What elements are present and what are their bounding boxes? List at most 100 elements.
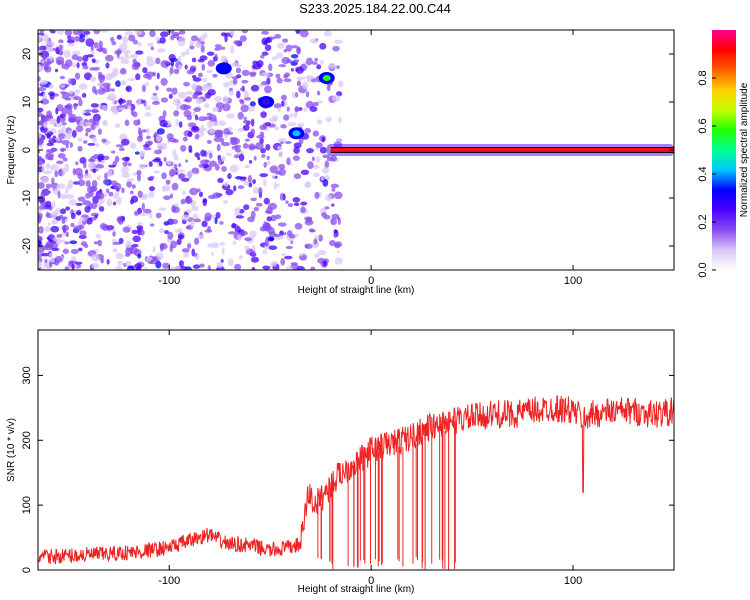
spectrogram-noise-blob xyxy=(265,143,271,151)
spectrogram-noise-blob xyxy=(326,84,331,92)
spectrogram-noise-blob xyxy=(267,236,275,242)
spectrogram-noise-blob xyxy=(120,138,130,146)
spectrogram-noise-blob xyxy=(48,252,54,257)
spectrogram-noise-blob xyxy=(85,180,91,187)
spectrogram-noise-blob xyxy=(78,179,86,187)
spectrogram-noise-blob xyxy=(112,231,116,237)
spectrogram-noise-blob xyxy=(51,220,55,225)
spectrogram-noise-blob xyxy=(77,137,83,142)
spectrogram-noise-blob xyxy=(132,39,138,45)
spectrogram-noise-blob xyxy=(51,177,55,185)
spectrogram-noise-blob xyxy=(97,45,104,53)
spectrogram-noise-blob xyxy=(163,156,167,162)
spectrogram-noise-blob xyxy=(331,203,335,207)
spectrogram-noise-blob xyxy=(330,183,339,188)
spectrogram-noise-blob xyxy=(155,57,161,65)
spectrogram-noise-blob xyxy=(294,222,303,230)
spectrogram-noise-blob xyxy=(38,87,47,92)
spectrogram-noise-blob xyxy=(48,84,54,89)
spectrogram-noise-blob xyxy=(319,42,327,50)
spectrogram-noise-blob xyxy=(85,127,92,133)
spectrogram-noise-blob xyxy=(102,82,111,87)
spectrogram-noise-blob xyxy=(182,190,186,196)
spectrogram-noise-blob xyxy=(121,156,130,161)
spectrogram-noise-blob xyxy=(55,47,60,55)
spectrogram-noise-blob xyxy=(164,230,170,235)
spectrogram-noise-blob xyxy=(95,164,105,169)
colorbar-tick-label: 0.8 xyxy=(697,70,709,85)
spectrogram-noise-blob xyxy=(85,121,92,127)
spectrogram-noise-blob xyxy=(226,113,235,119)
spectrogram-noise-blob xyxy=(131,229,138,235)
spectrogram-noise-blob xyxy=(261,51,269,56)
spectrogram-noise-blob xyxy=(214,164,220,171)
spectrogram-noise-blob xyxy=(62,248,69,254)
spectrogram-noise-blob xyxy=(70,222,75,228)
spectrogram-noise-blob xyxy=(222,199,229,204)
spectrogram-noise-blob xyxy=(296,47,301,55)
spectrogram-noise-blob xyxy=(259,124,267,131)
spectrogram-noise-blob xyxy=(118,147,125,152)
spectrogram-noise-blob xyxy=(100,257,104,264)
spectrogram-noise-blob xyxy=(103,155,110,161)
spectrogram-noise-blob xyxy=(117,260,124,266)
spectrogram-noise-blob xyxy=(305,75,315,80)
spectrogram-noise-blob xyxy=(193,107,201,113)
spectrogram-noise-blob xyxy=(291,45,298,49)
spectrogram-noise-blob xyxy=(207,265,211,270)
spectrogram-noise-blob xyxy=(38,65,44,72)
spectrogram-noise-blob xyxy=(193,218,202,223)
spectrogram-noise-blob xyxy=(38,260,42,267)
spectrogram-noise-blob xyxy=(206,120,213,129)
spectrogram-noise-blob xyxy=(113,195,117,199)
spectrogram-noise-blob xyxy=(46,142,54,147)
spectrogram-noise-blob xyxy=(47,149,55,154)
spectrogram-noise-blob xyxy=(129,190,134,195)
spectrogram-noise-blob xyxy=(292,197,301,203)
spectrogram-noise-blob xyxy=(186,170,194,178)
spectrogram-noise-blob xyxy=(162,262,171,269)
spectrogram-noise-blob xyxy=(201,77,208,83)
spectrogram-noise-blob xyxy=(56,115,61,124)
spectrogram-noise-blob xyxy=(319,60,324,65)
spectrogram-noise-blob xyxy=(262,265,271,270)
spectrogram-noise-blob xyxy=(277,222,287,227)
spectrogram-noise-blob xyxy=(155,134,162,142)
x-tick-label: 100 xyxy=(564,275,582,287)
spectrogram-noise-blob xyxy=(69,142,74,148)
spectrogram-noise-blob xyxy=(204,116,214,121)
spectrogram-noise-blob xyxy=(65,231,69,238)
spectrogram-noise-blob xyxy=(224,133,228,139)
spectrogram-noise-blob xyxy=(199,34,206,43)
spectrogram-noise-blob xyxy=(256,60,264,68)
spectrogram-noise-blob xyxy=(72,30,80,36)
spectrogram-noise-blob xyxy=(180,266,187,270)
spectrogram-noise-blob xyxy=(97,239,102,247)
spectrogram-noise-blob xyxy=(145,71,155,78)
spectrogram-noise-blob xyxy=(311,61,318,65)
spectrogram-noise-blob xyxy=(89,76,97,82)
spectrogram-noise-blob xyxy=(94,89,98,96)
spectrogram-noise-blob xyxy=(208,128,216,134)
spectrogram-noise-blob xyxy=(122,50,132,55)
spectrogram-noise-blob xyxy=(177,91,187,99)
spectrogram-noise-blob xyxy=(76,62,80,69)
spectrogram-noise-blob xyxy=(47,259,55,264)
spectrogram-noise-blob xyxy=(218,120,226,127)
spectrogram-noise-blob xyxy=(336,65,340,69)
spectrogram-noise-blob xyxy=(241,176,247,180)
spectrogram-noise-blob xyxy=(84,243,89,249)
spectrogram-noise-blob xyxy=(322,166,330,174)
spectrogram-noise-blob xyxy=(183,110,192,118)
spectrogram-noise-blob xyxy=(83,173,92,179)
spectrogram-noise-blob xyxy=(208,152,213,159)
spectrogram-noise-blob xyxy=(82,200,92,206)
spectrogram-noise-blob xyxy=(237,234,242,242)
spectrogram-noise-blob xyxy=(314,235,320,239)
spectrogram-noise-blob xyxy=(294,107,301,112)
spectrogram-noise-blob xyxy=(256,134,265,139)
spectrogram-noise-blob xyxy=(77,145,83,152)
spectrogram-noise-blob xyxy=(144,112,152,117)
colorbar-tick-label: 0.0 xyxy=(697,262,709,277)
